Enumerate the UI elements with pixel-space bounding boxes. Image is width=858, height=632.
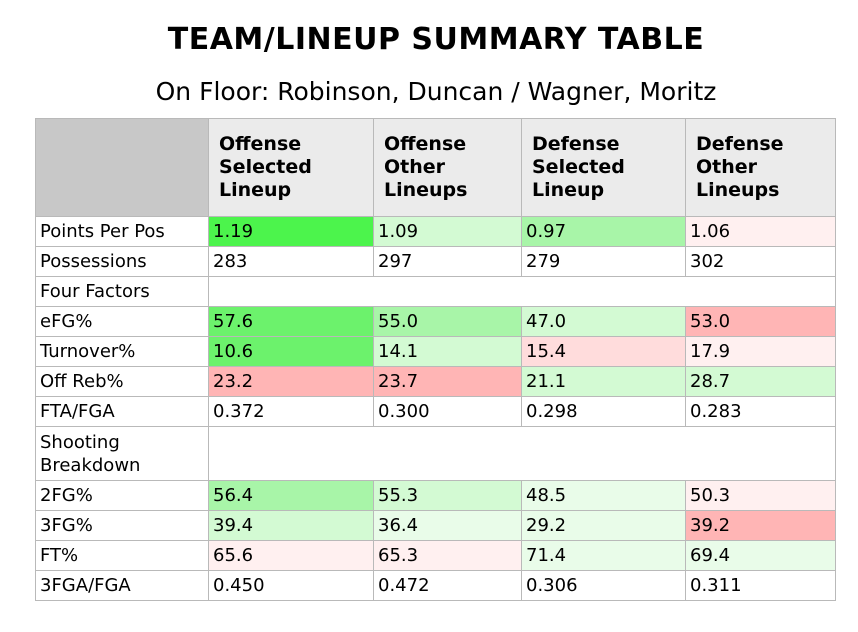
section-label: Shooting Breakdown	[35, 426, 209, 481]
value-cell: 55.3	[373, 480, 522, 511]
row-label: eFG%	[35, 306, 209, 337]
value-cell: 47.0	[521, 306, 686, 337]
value-cell: 0.298	[521, 396, 686, 427]
table-row: 2FG% 56.4 55.3 48.5 50.3	[35, 480, 836, 511]
value-cell: 21.1	[521, 366, 686, 397]
row-label: 3FG%	[35, 510, 209, 541]
value-cell: 0.472	[373, 570, 522, 601]
table-row: Points Per Pos 1.19 1.09 0.97 1.06	[35, 216, 836, 247]
header-row: Offense Selected Lineup Offense Other Li…	[35, 118, 836, 217]
value-cell: 302	[685, 246, 836, 277]
table-body: Points Per Pos 1.19 1.09 0.97 1.06 Possession…	[35, 216, 836, 601]
summary-table: Offense Selected Lineup Offense Other Li…	[35, 118, 836, 601]
value-cell: 39.4	[208, 510, 374, 541]
table-row: Off Reb% 23.2 23.7 21.1 28.7	[35, 366, 836, 397]
section-filler-cell	[208, 426, 836, 481]
row-label: Off Reb%	[35, 366, 209, 397]
column-header-offense-other: Offense Other Lineups	[373, 118, 522, 217]
value-cell: 10.6	[208, 336, 374, 367]
value-cell: 0.450	[208, 570, 374, 601]
table-row: 3FGA/FGA 0.450 0.472 0.306 0.311	[35, 570, 836, 601]
value-cell: 283	[208, 246, 374, 277]
page-title: TEAM/LINEUP SUMMARY TABLE	[167, 22, 705, 57]
value-cell: 65.3	[373, 540, 522, 571]
value-cell: 23.7	[373, 366, 522, 397]
value-cell: 39.2	[685, 510, 836, 541]
value-cell: 29.2	[521, 510, 686, 541]
page-subtitle: On Floor: Robinson, Duncan / Wagner, Mor…	[155, 77, 717, 106]
table-row: FT% 65.6 65.3 71.4 69.4	[35, 540, 836, 571]
value-cell: 53.0	[685, 306, 836, 337]
value-cell: 69.4	[685, 540, 836, 571]
value-cell: 297	[373, 246, 522, 277]
column-header-defense-other: Defense Other Lineups	[685, 118, 836, 217]
value-cell: 0.306	[521, 570, 686, 601]
row-label: FTA/FGA	[35, 396, 209, 427]
value-cell: 48.5	[521, 480, 686, 511]
value-cell: 57.6	[208, 306, 374, 337]
row-label: 3FGA/FGA	[35, 570, 209, 601]
value-cell: 0.372	[208, 396, 374, 427]
value-cell: 28.7	[685, 366, 836, 397]
table-header: Offense Selected Lineup Offense Other Li…	[35, 118, 836, 217]
row-label: Turnover%	[35, 336, 209, 367]
value-cell: 0.97	[521, 216, 686, 247]
column-header-defense-selected: Defense Selected Lineup	[521, 118, 686, 217]
value-cell: 14.1	[373, 336, 522, 367]
value-cell: 56.4	[208, 480, 374, 511]
value-cell: 71.4	[521, 540, 686, 571]
value-cell: 36.4	[373, 510, 522, 541]
row-label: 2FG%	[35, 480, 209, 511]
header-corner-cell	[35, 118, 209, 217]
value-cell: 50.3	[685, 480, 836, 511]
value-cell: 1.09	[373, 216, 522, 247]
column-header-offense-selected: Offense Selected Lineup	[208, 118, 374, 217]
value-cell: 1.06	[685, 216, 836, 247]
row-label: FT%	[35, 540, 209, 571]
value-cell: 0.283	[685, 396, 836, 427]
value-cell: 0.311	[685, 570, 836, 601]
value-cell: 15.4	[521, 336, 686, 367]
table-row: Possessions 283 297 279 302	[35, 246, 836, 277]
section-row: Shooting Breakdown	[35, 426, 836, 481]
table-row: Turnover% 10.6 14.1 15.4 17.9	[35, 336, 836, 367]
value-cell: 0.300	[373, 396, 522, 427]
value-cell: 65.6	[208, 540, 374, 571]
value-cell: 279	[521, 246, 686, 277]
section-row: Four Factors	[35, 276, 836, 307]
row-label: Points Per Pos	[35, 216, 209, 247]
table-row: FTA/FGA 0.372 0.300 0.298 0.283	[35, 396, 836, 427]
table-row: eFG% 57.6 55.0 47.0 53.0	[35, 306, 836, 337]
value-cell: 17.9	[685, 336, 836, 367]
section-label: Four Factors	[35, 276, 209, 307]
value-cell: 1.19	[208, 216, 374, 247]
section-filler-cell	[208, 276, 836, 307]
row-label: Possessions	[35, 246, 209, 277]
value-cell: 23.2	[208, 366, 374, 397]
value-cell: 55.0	[373, 306, 522, 337]
table-row: 3FG% 39.4 36.4 29.2 39.2	[35, 510, 836, 541]
